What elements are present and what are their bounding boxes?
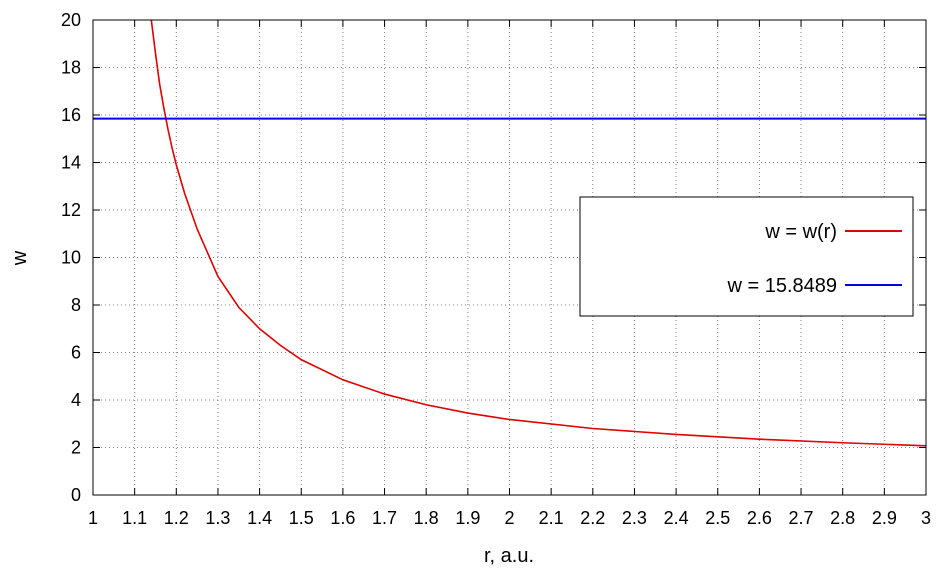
x-tick-label: 1.4 — [247, 508, 272, 528]
y-tick-label: 8 — [71, 295, 81, 315]
x-tick-label: 1.3 — [205, 508, 230, 528]
y-tick-label: 14 — [61, 153, 81, 173]
y-axis-label: w — [9, 250, 31, 266]
x-tick-label: 1.1 — [122, 508, 147, 528]
series-layer — [93, 20, 926, 447]
legend: w = w(r) w = 15.8489 — [579, 196, 914, 317]
x-tick-label: 1.2 — [164, 508, 189, 528]
y-axis-ticks: 0 2 4 6 8 10 12 14 16 18 20 — [61, 10, 926, 505]
y-tick-label: 2 — [71, 438, 81, 458]
series-line-1 — [150, 20, 926, 447]
x-tick-label: 2.4 — [664, 508, 689, 528]
x-tick-label: 1.8 — [414, 508, 439, 528]
x-tick-label: 1.5 — [289, 508, 314, 528]
y-tick-label: 0 — [71, 485, 81, 505]
y-tick-label: 16 — [61, 105, 81, 125]
y-tick-label: 10 — [61, 248, 81, 268]
x-tick-label: 2.3 — [622, 508, 647, 528]
x-tick-label: 2.9 — [872, 508, 897, 528]
legend-box — [579, 196, 914, 317]
grid-lines — [93, 20, 926, 495]
x-tick-label: 2.2 — [580, 508, 605, 528]
x-tick-label: 1.6 — [330, 508, 355, 528]
x-tick-label: 2.6 — [747, 508, 772, 528]
x-tick-label: 2.7 — [789, 508, 814, 528]
x-tick-label: 2 — [504, 508, 514, 528]
x-tick-label: 1.7 — [372, 508, 397, 528]
legend-label: w = 15.8489 — [726, 275, 837, 297]
x-tick-label: 2.8 — [830, 508, 855, 528]
x-axis-ticks: 1 1.1 1.2 1.3 1.4 1.5 1.6 1.7 1.8 1.9 2 2.1 2.2 2.3 2.… — [88, 20, 931, 528]
y-tick-label: 18 — [61, 58, 81, 78]
y-tick-label: 4 — [71, 390, 81, 410]
legend-label: w = w(r) — [764, 221, 837, 243]
y-tick-label: 12 — [61, 200, 81, 220]
y-tick-label: 6 — [71, 343, 81, 363]
x-tick-label: 1.9 — [455, 508, 480, 528]
x-axis-label: r, a.u. — [484, 545, 534, 567]
y-tick-label: 20 — [61, 10, 81, 30]
x-tick-label: 3 — [921, 508, 931, 528]
x-tick-label: 1 — [88, 508, 98, 528]
x-tick-label: 2.1 — [539, 508, 564, 528]
x-tick-label: 2.5 — [705, 508, 730, 528]
